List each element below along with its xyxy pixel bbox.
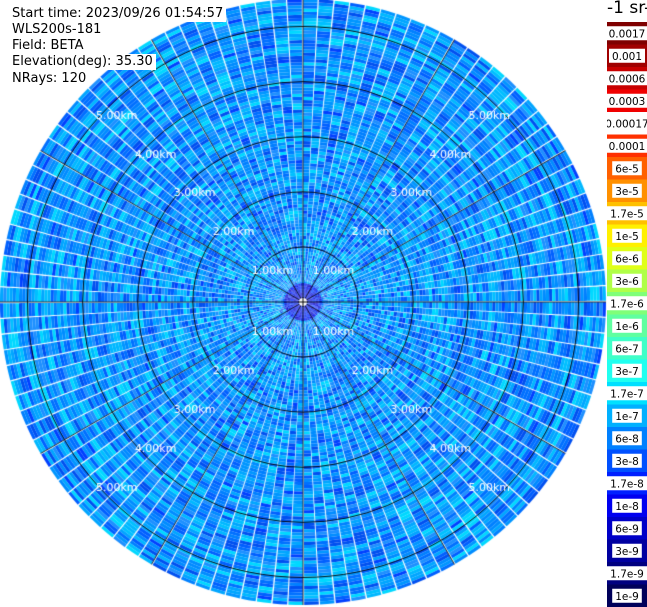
colorbar-label: 3e-8: [615, 456, 639, 468]
colorbar-label: 1e-7: [615, 411, 639, 423]
instrument-label: WLS200s-181: [12, 22, 105, 38]
colorbar-label-bg: [612, 498, 642, 513]
colorbar-label-bg: [612, 273, 642, 288]
colorbar-label-bg: [609, 48, 645, 63]
colorbar-label-bg: [607, 296, 647, 311]
colorbar-label-bg: [612, 521, 642, 536]
elevation-label: Elevation(deg): 35.30: [12, 54, 156, 70]
colorbar-label-bg: [612, 228, 642, 243]
colorbar-label-bg: [612, 251, 642, 266]
colorbar-label: 6e-8: [615, 433, 639, 445]
colorbar-label-bg: [612, 363, 642, 378]
colorbar-label: 1.7e-8: [610, 478, 644, 490]
colorbar-label: 1.7e-5: [610, 208, 644, 220]
colorbar-label-bg: [607, 476, 647, 491]
colorbar-label-bg: [612, 588, 642, 603]
colorbar-label-bg: [607, 138, 647, 153]
colorbar-label-bg: [607, 206, 647, 221]
colorbar-label-bg: [607, 386, 647, 401]
colorbar-label: 6e-5: [615, 163, 639, 175]
colorbar-label: 6e-9: [615, 523, 639, 535]
colorbar-label: 0.0006: [609, 73, 646, 85]
colorbar-label-bg: [612, 408, 642, 423]
colorbar-label-bg: [612, 318, 642, 333]
colorbar-label: 1e-6: [615, 321, 639, 333]
colorbar-label-bg: [607, 26, 647, 41]
colorbar-title: -1 sr-1: [607, 0, 647, 18]
colorbar-label: 3e-7: [615, 366, 639, 378]
field-label: Field: BETA: [12, 38, 87, 54]
colorbar-label: 1e-8: [615, 501, 639, 513]
colorbar-label: 3e-9: [615, 546, 639, 558]
colorbar-label-bg: [612, 183, 642, 198]
colorbar-label: 6e-7: [615, 343, 639, 355]
colorbar-label: 1.7e-6: [610, 298, 644, 310]
colorbar-label: 1e-5: [615, 231, 639, 243]
colorbar-label: 6e-6: [615, 253, 639, 265]
colorbar-label-bg: [607, 116, 647, 131]
colorbar-label-bg: [612, 431, 642, 446]
colorbar-label: 1e-9: [615, 591, 639, 603]
colorbar: 0.0017 0.001 0.0006 0.0003 0.00017 0.0001 6e-5…: [607, 22, 647, 607]
colorbar-label-bg: [607, 71, 647, 86]
colorbar-label-bg: [612, 453, 642, 468]
colorbar-label-bg: [612, 341, 642, 356]
colorbar-label: 0.0001: [609, 141, 646, 153]
colorbar-label: 1.7e-7: [610, 388, 644, 400]
colorbar-label: 0.0017: [609, 28, 646, 40]
ppi-plot: [0, 0, 607, 607]
colorbar-label: 0.0003: [609, 96, 646, 108]
colorbar-label: 3e-6: [615, 276, 639, 288]
colorbar-label: 0.00017: [607, 118, 647, 130]
colorbar-label-bg: [612, 543, 642, 558]
start-time-label: Start time: 2023/09/26 01:54:57: [12, 6, 227, 22]
colorbar-label-bg: [607, 93, 647, 108]
colorbar-label: 3e-5: [615, 186, 639, 198]
colorbar-label-bg: [607, 566, 647, 581]
nrays-label: NRays: 120: [12, 71, 90, 87]
colorbar-label: 1.7e-9: [610, 568, 644, 580]
colorbar-label-bg: [612, 161, 642, 176]
colorbar-label: 0.001: [612, 51, 642, 63]
